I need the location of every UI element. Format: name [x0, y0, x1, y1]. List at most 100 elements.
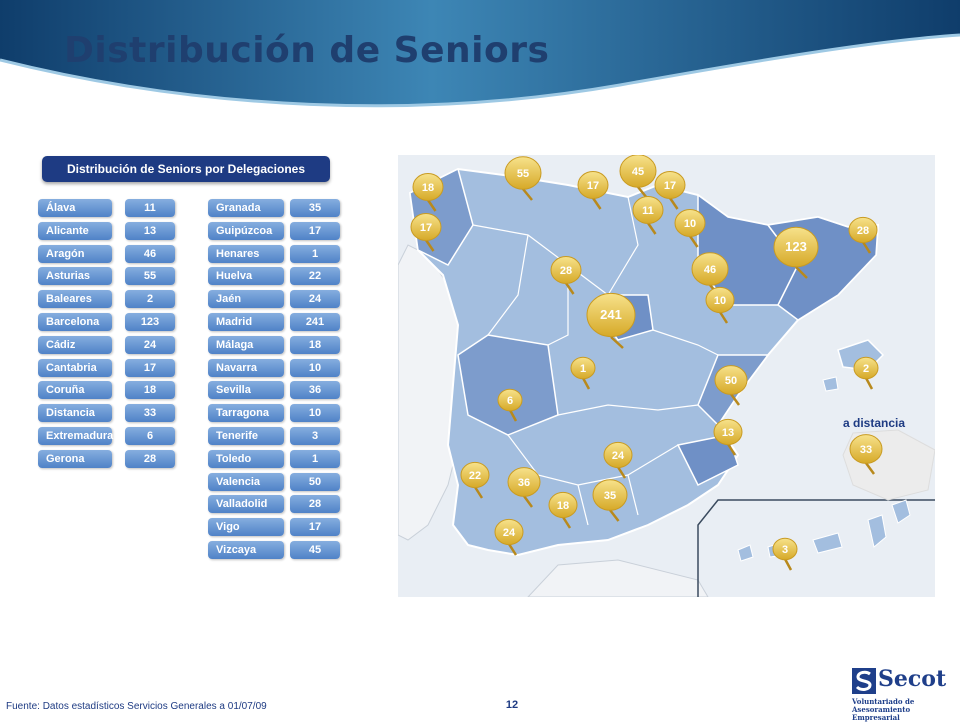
map-pin: 28 — [848, 216, 878, 254]
pin-head — [494, 518, 524, 546]
delegation-value: 17 — [290, 221, 340, 240]
delegation-name: Vizcaya — [208, 541, 284, 559]
delegation-value: 11 — [125, 199, 175, 217]
pin-stem — [726, 443, 737, 456]
pin-stem — [795, 266, 808, 279]
pin-label: 22 — [469, 470, 481, 482]
delegation-value: 6 — [125, 427, 175, 445]
map-pin: 10 — [674, 209, 706, 248]
pin-stem — [616, 466, 627, 479]
delegation-name: Tarragona — [208, 404, 284, 423]
delegation-value: 24 — [290, 290, 340, 309]
delegation-value: 45 — [290, 541, 340, 559]
pin-label: 241 — [600, 307, 622, 322]
delegation-value: 28 — [290, 495, 340, 514]
pin-head — [713, 418, 743, 446]
pin-stem — [729, 393, 741, 406]
pin-head — [632, 196, 664, 224]
pin-label: 17 — [420, 222, 432, 234]
delegation-name: Málaga — [208, 335, 284, 354]
pin-head — [654, 171, 686, 199]
map-pin: 18 — [548, 491, 578, 529]
delegation-name: Baleares — [38, 290, 112, 309]
pin-label: 35 — [604, 490, 616, 502]
pin-head — [504, 156, 542, 190]
pin-head — [577, 171, 609, 199]
delegation-name: Aragón — [38, 244, 112, 263]
delegation-value: 33 — [125, 404, 175, 423]
map-pin: 55 — [504, 156, 542, 201]
delegation-value: 10 — [290, 404, 340, 423]
delegation-name: Gerona — [38, 449, 112, 468]
map-pin: 241 — [586, 292, 636, 349]
map-pin: 17 — [654, 171, 686, 210]
map-pin: 36 — [507, 467, 541, 508]
pin-stem — [591, 197, 602, 210]
delegation-value: 3 — [290, 427, 340, 445]
delegation-name: Cantabria — [38, 358, 112, 377]
pin-stem — [609, 509, 620, 522]
pin-label: 33 — [860, 444, 872, 456]
map-pin: 17 — [410, 213, 442, 252]
pin-stem — [507, 543, 518, 556]
page-title: Distribución de Seniors — [64, 30, 550, 71]
canary-frame — [697, 499, 935, 597]
pin-stem — [861, 241, 872, 254]
pin-label: 18 — [557, 500, 569, 512]
pin-head — [619, 155, 657, 188]
pin-stem — [473, 486, 484, 499]
logo-name: Secot — [878, 666, 947, 692]
pin-label: 55 — [517, 168, 529, 180]
pin-head — [772, 537, 798, 561]
pin-label: 50 — [725, 375, 737, 387]
pin-head — [603, 441, 633, 469]
distance-label: a distancia — [843, 416, 905, 430]
pin-stem — [864, 377, 874, 390]
ibiza-island — [822, 376, 839, 392]
delegation-value: 50 — [290, 472, 340, 491]
delegation-name: Coruña — [38, 381, 112, 400]
pin-label: 46 — [704, 264, 716, 276]
pin-stem — [668, 197, 679, 210]
delegation-value: 2 — [125, 290, 175, 309]
pin-label: 24 — [612, 450, 625, 462]
pin-stem — [646, 222, 657, 235]
map-pin: 33 — [849, 434, 883, 475]
delegation-name: Asturias — [38, 267, 112, 286]
pin-stem — [783, 558, 793, 571]
pin-head — [548, 491, 578, 519]
delegation-value: 1 — [290, 244, 340, 263]
delegation-name: Jaén — [208, 290, 284, 309]
delegation-name: Alicante — [38, 221, 112, 240]
map-pin: 13 — [713, 418, 743, 456]
pin-label: 2 — [863, 363, 869, 375]
map-pin: 123 — [773, 226, 819, 279]
map-pin: 35 — [592, 479, 628, 522]
pin-stem — [688, 235, 699, 248]
pin-label: 1 — [580, 363, 586, 375]
pin-stem — [522, 495, 534, 508]
delegation-value: 35 — [290, 199, 340, 217]
pin-stem — [426, 199, 437, 212]
delegation-value: 13 — [125, 221, 175, 240]
map-pin: 18 — [412, 173, 444, 212]
delegation-name: Distancia — [38, 404, 112, 423]
map-pin: 28 — [550, 256, 582, 295]
delegation-value: 17 — [125, 358, 175, 377]
map-pin: 46 — [691, 252, 729, 297]
delegation-name: Toledo — [208, 449, 284, 468]
pin-label: 17 — [664, 180, 676, 192]
delegation-name: Sevilla — [208, 381, 284, 400]
pin-head — [586, 292, 636, 338]
delegation-name: Valencia — [208, 472, 284, 491]
source-note: Fuente: Datos estadísticos Servicios Gen… — [6, 701, 267, 712]
pin-stem — [522, 188, 533, 201]
delegation-name: Vigo — [208, 518, 284, 537]
pin-stem — [564, 282, 575, 295]
africa-shape — [527, 559, 709, 597]
pin-head — [714, 365, 748, 395]
map-pin: 24 — [603, 441, 633, 479]
pin-label: 10 — [714, 295, 726, 307]
pin-label: 13 — [722, 427, 734, 439]
